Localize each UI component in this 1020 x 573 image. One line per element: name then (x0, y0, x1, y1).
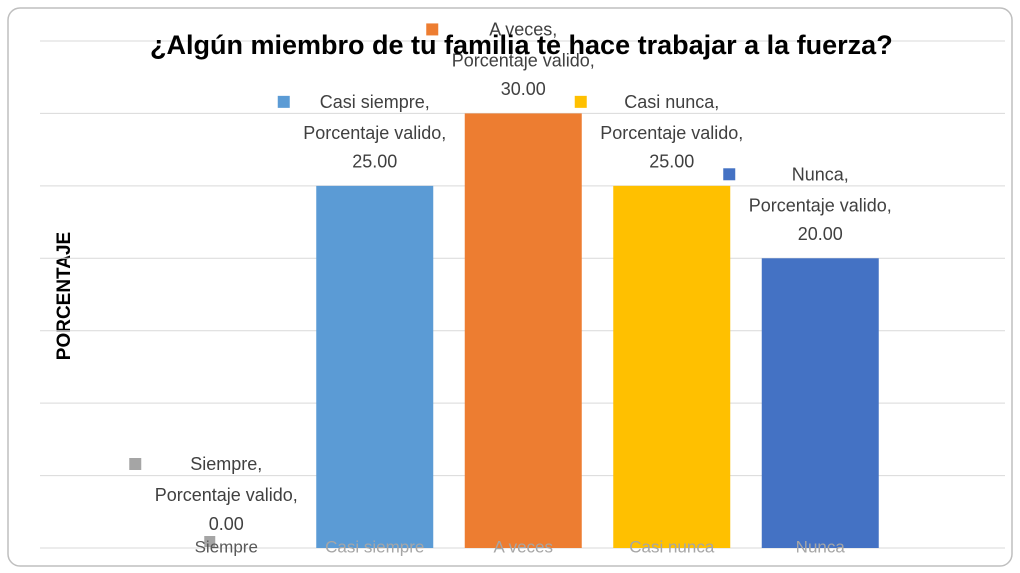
y-axis-label: PORCENTAJE (54, 232, 75, 360)
data-label-category: Siempre (190, 454, 257, 474)
bar (464, 113, 582, 548)
data-label: Casi nunca, (624, 92, 719, 112)
data-label-value: 0.00 (209, 514, 244, 534)
data-label: A veces, (489, 19, 557, 39)
data-label-series: Porcentaje valido (303, 123, 441, 143)
data-label: Nunca, (792, 164, 849, 184)
bar (761, 258, 879, 548)
label-separator: , (714, 92, 719, 112)
data-label-series: Porcentaje valido (155, 485, 293, 505)
data-label-series: Porcentaje valido (452, 50, 590, 70)
x-tick-label: Siempre (195, 537, 258, 556)
data-label-series: Porcentaje valido (600, 123, 738, 143)
bar (316, 185, 434, 548)
data-label-category: Casi siempre (320, 92, 425, 112)
x-tick-label: Nunca (796, 537, 846, 556)
data-label-category: Casi nunca (624, 92, 715, 112)
label-separator: , (552, 19, 557, 39)
data-label-key (277, 95, 290, 108)
data-label: Casi siempre, (320, 92, 430, 112)
data-label-series: Porcentaje valido (749, 195, 887, 215)
data-label-value: 30.00 (501, 79, 546, 99)
label-separator: , (257, 454, 262, 474)
label-separator: , (441, 123, 446, 143)
x-tick-label: A veces (493, 537, 553, 556)
x-tick-label: Casi nunca (629, 537, 715, 556)
label-separator: , (425, 92, 430, 112)
data-label: Porcentaje valido, (749, 195, 892, 215)
data-label-key (574, 95, 587, 108)
data-label-category: Nunca (792, 164, 845, 184)
x-legend-key (204, 536, 216, 547)
bar (613, 185, 731, 548)
data-label-key (129, 458, 142, 470)
data-label: Porcentaje valido, (600, 123, 743, 143)
data-label-category: A veces (489, 19, 552, 39)
x-tick-label: Casi siempre (325, 537, 424, 556)
label-separator: , (738, 123, 743, 143)
data-label-value: 25.00 (352, 152, 397, 172)
data-label: Porcentaje valido, (155, 485, 298, 505)
label-separator: , (844, 164, 849, 184)
data-label: Siempre, (190, 454, 262, 474)
data-label: Porcentaje valido, (303, 123, 446, 143)
data-label-value: 20.00 (798, 224, 843, 244)
label-separator: , (590, 50, 595, 70)
label-separator: , (293, 485, 298, 505)
data-label: Porcentaje valido, (452, 50, 595, 70)
data-label-value: 25.00 (649, 152, 694, 172)
data-label-key (426, 23, 439, 36)
chart-title: ¿Algún miembro de tu familia te hace tra… (150, 30, 893, 60)
label-separator: , (887, 195, 892, 215)
data-label-key (723, 168, 736, 181)
